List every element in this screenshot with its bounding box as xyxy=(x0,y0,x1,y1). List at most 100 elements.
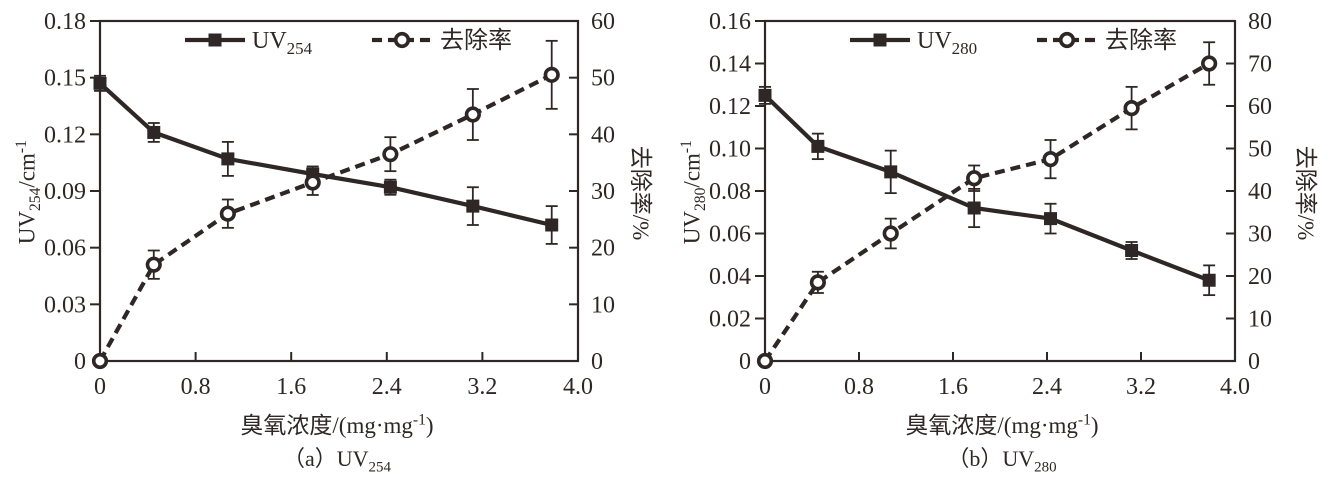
chart-b-caption: （b）UV280 xyxy=(947,446,1057,476)
x-tick-label: 1.6 xyxy=(276,374,306,400)
series-UV280 xyxy=(758,85,1216,297)
x-tick-label: 2.4 xyxy=(1032,374,1062,400)
legend-label-removal: 去除率 xyxy=(1105,27,1177,54)
y-left-tick-label: 0.16 xyxy=(709,9,751,35)
data-point-marker xyxy=(1202,273,1216,287)
axes: 0 0.8 1.6 2.4 3.2 4.000.020.040.060.080.100.1… xyxy=(709,9,1272,400)
chart-panel-a: 0 0.8 1.6 2.4 3.2 4.0 0 0.03 0.06 0.09 0.12 0.15 0.1… xyxy=(13,9,653,476)
chart-a-x-axis-title: 臭氧浓度/(mg·mg-1) xyxy=(240,411,434,438)
y-left-tick-label: 0.09 xyxy=(44,179,86,205)
legend-marker-square xyxy=(873,33,887,47)
y-left-tick-label: 0.18 xyxy=(44,9,86,35)
data-point-marker xyxy=(91,352,109,370)
chart-b-x-axis-title: 臭氧浓度/(mg·mg-1) xyxy=(905,411,1099,438)
data-point-marker xyxy=(1123,100,1140,117)
y-right-tick-label: 40 xyxy=(1248,179,1272,205)
x-tick-label: 0.8 xyxy=(844,374,874,400)
x-tick-label: 4.0 xyxy=(563,374,593,400)
chart-b-right-axis-title: 去除率/% xyxy=(1293,145,1318,241)
data-point-marker xyxy=(304,174,321,191)
y-left-tick-label: 0.08 xyxy=(709,179,751,205)
data-point-marker xyxy=(464,106,481,123)
data-point-marker xyxy=(756,352,774,370)
y-right-tick-label: 10 xyxy=(591,292,615,318)
y-right-tick-label: 60 xyxy=(1248,94,1272,120)
x-tick-label: 0.8 xyxy=(181,374,211,400)
data-point-marker xyxy=(93,76,107,90)
y-left-tick-label: 0.06 xyxy=(709,222,751,248)
series-去除率 xyxy=(756,41,1218,370)
y-left-tick-label: 0.15 xyxy=(44,66,86,92)
series-line xyxy=(98,72,553,363)
data-point-marker xyxy=(758,88,772,102)
data-point-marker xyxy=(1201,55,1218,72)
legend-label-uv: UV280 xyxy=(917,28,977,58)
x-tick-label: 3.2 xyxy=(467,374,497,400)
data-point-marker xyxy=(383,180,397,194)
y-right-tick-label: 80 xyxy=(1248,9,1272,35)
y-right-tick-label: 0 xyxy=(591,349,603,375)
y-right-tick-label: 40 xyxy=(591,122,615,148)
data-point-marker xyxy=(966,170,983,187)
y-right-tick-label: 70 xyxy=(1248,52,1272,78)
y-left-tick-label: 0 xyxy=(74,349,86,375)
series-line xyxy=(98,81,553,228)
y-right-tick-label: 60 xyxy=(591,9,615,35)
legend-marker-circle xyxy=(1058,31,1076,49)
data-point-marker xyxy=(882,225,899,242)
data-point-marker xyxy=(884,165,898,179)
data-point-marker xyxy=(219,205,236,222)
x-tick-label: 4.0 xyxy=(1220,374,1250,400)
plot-border xyxy=(763,19,1237,363)
series-line xyxy=(763,93,1210,283)
y-left-tick-label: 0 xyxy=(739,349,751,375)
y-left-tick-label: 0.03 xyxy=(44,292,86,318)
data-point-marker xyxy=(809,274,826,291)
legend: UV254 去除率 xyxy=(185,27,512,58)
chart-b-left-axis-title: UV280/cm-1 xyxy=(677,140,710,245)
series-去除率 xyxy=(91,39,560,370)
plot-border xyxy=(98,19,580,363)
chart-panel-b: 0 0.8 1.6 2.4 3.2 4.0 0 0.02 0.04 0.06 0.08 0.10 0.1… xyxy=(665,0,1330,487)
series-line xyxy=(763,61,1211,363)
data-point-marker xyxy=(1044,212,1058,226)
y-right-tick-label: 30 xyxy=(591,179,615,205)
x-tick-label: 0 xyxy=(94,374,106,400)
y-left-tick-label: 0.12 xyxy=(44,122,86,148)
x-tick-label: 0 xyxy=(759,374,771,400)
legend-label-uv: UV254 xyxy=(252,28,313,58)
series-UV254 xyxy=(93,74,559,245)
y-left-tick-label: 0.14 xyxy=(709,52,751,78)
data-point-marker xyxy=(221,152,235,166)
data-point-marker xyxy=(382,146,399,163)
axes: 0 0.8 1.6 2.4 3.2 4.000.030.060.090.120.150.1… xyxy=(44,9,615,400)
y-left-tick-label: 0.10 xyxy=(709,137,751,163)
y-right-tick-label: 20 xyxy=(591,236,615,262)
chart-b-canvas: 0 0.8 1.6 2.4 3.2 4.000.020.040.060.080.100.1… xyxy=(709,9,1272,400)
legend-marker-square xyxy=(208,33,222,47)
legend: UV280 去除率 xyxy=(850,27,1177,58)
x-tick-label: 2.4 xyxy=(372,374,402,400)
data-point-marker xyxy=(1125,244,1139,257)
data-point-marker xyxy=(545,218,559,232)
y-right-tick-label: 0 xyxy=(1248,349,1260,375)
data-point-marker xyxy=(145,256,162,273)
legend-marker-circle xyxy=(393,31,411,49)
y-right-tick-label: 50 xyxy=(591,66,615,92)
y-left-tick-label: 0.12 xyxy=(709,94,751,120)
data-point-marker xyxy=(543,66,560,83)
x-tick-label: 1.6 xyxy=(938,374,968,400)
chart-a-canvas: 0 0.8 1.6 2.4 3.2 4.000.030.060.090.120.150.1… xyxy=(44,9,615,400)
data-point-marker xyxy=(147,125,161,139)
data-point-marker xyxy=(811,139,825,153)
legend-label-removal: 去除率 xyxy=(440,27,512,54)
data-point-marker xyxy=(1042,151,1059,168)
data-point-marker xyxy=(466,199,480,213)
chart-a-caption: （a）UV254 xyxy=(283,446,391,476)
y-left-tick-label: 0.06 xyxy=(44,236,86,262)
y-right-tick-label: 10 xyxy=(1248,307,1272,333)
y-right-tick-label: 50 xyxy=(1248,137,1272,163)
y-left-tick-label: 0.04 xyxy=(709,264,751,290)
y-left-tick-label: 0.02 xyxy=(709,307,751,333)
